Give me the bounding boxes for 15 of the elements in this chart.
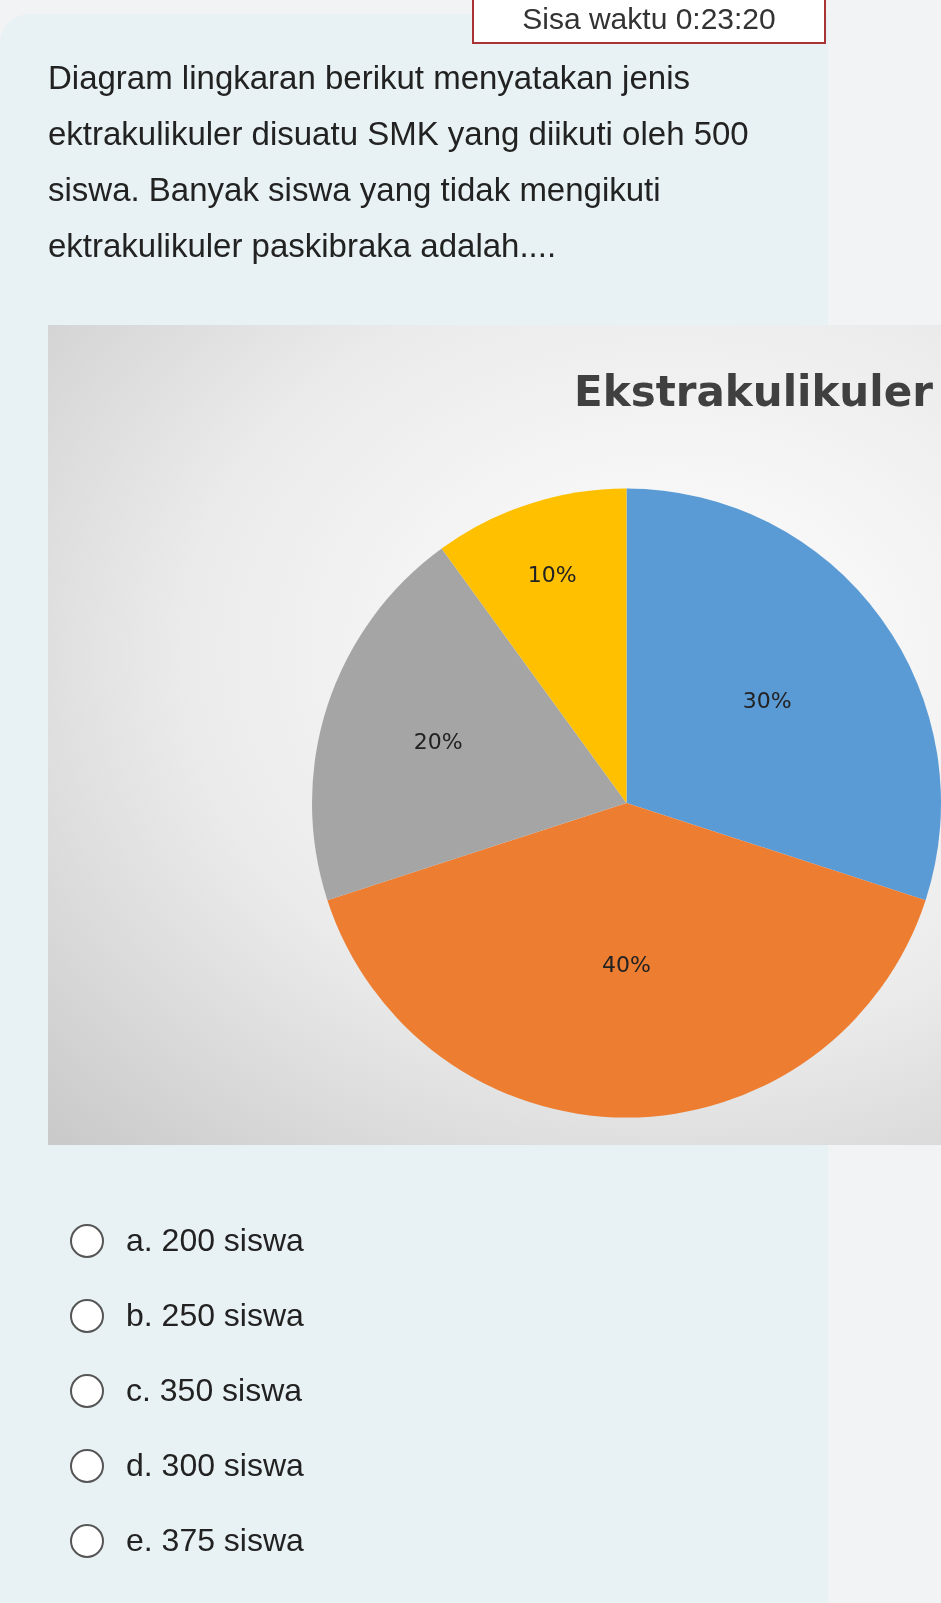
pie-slice: [312, 548, 627, 901]
pie-slice: [327, 803, 926, 1118]
text: Sisa waktu 0:23:20: [472, 0, 826, 44]
data-label: 20%: [413, 729, 463, 755]
chart-title: Ekstrakulikuler: [574, 366, 934, 416]
text: Diagram lingkaran berikut menyatakan jenis ektrakulikuler disuatu SMK yang diikuti oleh 500 siswa. Banyak siswa yang tidak mengikuti ektrakulikuler paskibraka adalah....: [48, 58, 750, 266]
data-label: 40%: [602, 951, 651, 977]
text: d. 300 siswa: [126, 1447, 304, 1484]
text: b. 250 siswa: [126, 1297, 304, 1334]
text: c. 350 siswa: [126, 1372, 303, 1409]
data-label: 30%: [742, 688, 792, 714]
data-label: 10%: [527, 562, 577, 587]
text: a. 200 siswa: [126, 1222, 304, 1259]
pie-slice: [626, 488, 941, 901]
text: e. 375 siswa: [126, 1522, 304, 1559]
